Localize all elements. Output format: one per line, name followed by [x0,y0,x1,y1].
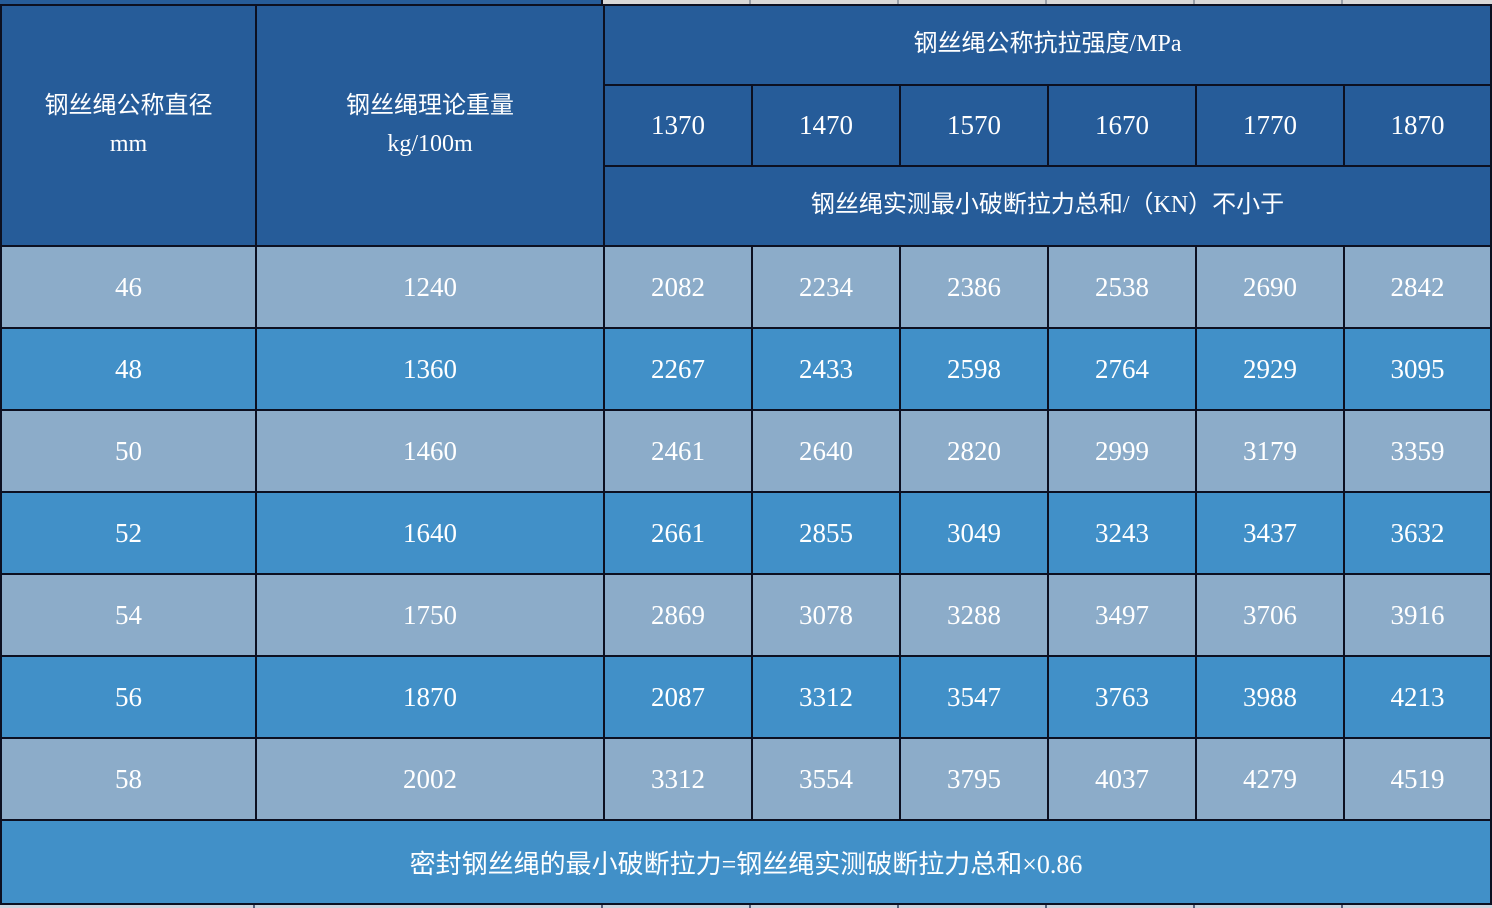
diameter-cell: 50 [0,409,257,493]
table-row: 46 1240 2082 2234 2386 2538 2690 2842 [0,245,1492,329]
column-tick [897,905,899,908]
column-tick [1193,905,1195,908]
force-cell: 2386 [899,245,1049,329]
column-tick [1193,0,1195,4]
table-row: 52 1640 2661 2855 3049 3243 3437 3632 [0,491,1492,575]
column-tick [601,905,603,908]
weight-cell: 2002 [255,737,605,821]
force-cell: 3632 [1343,491,1492,575]
weight-cell: 1870 [255,655,605,739]
header-grade-1370: 1370 [603,84,753,167]
force-cell: 4213 [1343,655,1492,739]
force-cell: 2929 [1195,327,1345,411]
weight-cell: 1750 [255,573,605,657]
force-cell: 2764 [1047,327,1197,411]
force-cell: 2661 [603,491,753,575]
force-cell: 2433 [751,327,901,411]
force-cell: 2082 [603,245,753,329]
force-cell: 2598 [899,327,1049,411]
header-weight-unit: kg/100m [387,130,473,157]
column-tick [1341,0,1343,4]
force-cell: 2461 [603,409,753,493]
weight-cell: 1460 [255,409,605,493]
force-cell: 3763 [1047,655,1197,739]
bottom-row-sliver [0,905,1492,908]
force-cell: 2869 [603,573,753,657]
force-cell: 2999 [1047,409,1197,493]
header-strength-title: 钢丝绳公称抗拉强度/MPa [603,4,1492,86]
header-diameter: 钢丝绳公称直径 mm [0,4,257,247]
force-cell: 2690 [1195,245,1345,329]
force-cell: 2538 [1047,245,1197,329]
header-weight-title: 钢丝绳理论重量 [346,93,514,120]
force-cell: 2820 [899,409,1049,493]
header-grade-1870: 1870 [1343,84,1492,167]
force-cell: 3312 [603,737,753,821]
force-cell: 4037 [1047,737,1197,821]
header-diameter-title: 钢丝绳公称直径 [44,93,213,120]
table-row: 58 2002 3312 3554 3795 4037 4279 4519 [0,737,1492,821]
diameter-cell: 48 [0,327,257,411]
table-row: 56 1870 2087 3312 3547 3763 3988 4213 [0,655,1492,739]
weight-cell: 1240 [255,245,605,329]
wire-rope-spec-table: 钢丝绳公称直径 mm 钢丝绳理论重量 kg/100m 钢丝绳公称抗拉强度/MPa… [0,4,1492,905]
force-cell: 3437 [1195,491,1345,575]
force-cell: 3706 [1195,573,1345,657]
column-tick [1341,905,1343,908]
force-cell: 4519 [1343,737,1492,821]
top-row-sliver [0,0,1492,4]
table-row: 54 1750 2869 3078 3288 3497 3706 3916 [0,573,1492,657]
force-cell: 3916 [1343,573,1492,657]
force-cell: 2087 [603,655,753,739]
table-row: 50 1460 2461 2640 2820 2999 3179 3359 [0,409,1492,493]
diameter-cell: 58 [0,737,257,821]
top-row-sliver-header-part [0,0,603,4]
footer-note-row: 密封钢丝绳的最小破断拉力=钢丝绳实测破断拉力总和×0.86 [0,819,1492,905]
force-cell: 3359 [1343,409,1492,493]
force-cell: 3497 [1047,573,1197,657]
column-tick [749,0,751,4]
force-cell: 3179 [1195,409,1345,493]
force-cell: 2640 [751,409,901,493]
column-tick [1045,905,1047,908]
weight-cell: 1360 [255,327,605,411]
force-cell: 2234 [751,245,901,329]
diameter-cell: 46 [0,245,257,329]
force-cell: 3554 [751,737,901,821]
diameter-cell: 54 [0,573,257,657]
column-tick [897,0,899,4]
column-tick [253,905,255,908]
header-grade-1670: 1670 [1047,84,1197,167]
force-cell: 3795 [899,737,1049,821]
header-breaking-force-title: 钢丝绳实测最小破断拉力总和/（KN）不小于 [603,165,1492,247]
header-grade-1470: 1470 [751,84,901,167]
force-cell: 3243 [1047,491,1197,575]
diameter-cell: 52 [0,491,257,575]
force-cell: 3988 [1195,655,1345,739]
force-cell: 4279 [1195,737,1345,821]
column-tick [749,905,751,908]
force-cell: 3049 [899,491,1049,575]
header-grade-1770: 1770 [1195,84,1345,167]
force-cell: 3095 [1343,327,1492,411]
diameter-cell: 56 [0,655,257,739]
force-cell: 3547 [899,655,1049,739]
force-cell: 3078 [751,573,901,657]
force-cell: 2842 [1343,245,1492,329]
force-cell: 2855 [751,491,901,575]
header-grade-1570: 1570 [899,84,1049,167]
force-cell: 2267 [603,327,753,411]
weight-cell: 1640 [255,491,605,575]
force-cell: 3288 [899,573,1049,657]
footer-note: 密封钢丝绳的最小破断拉力=钢丝绳实测破断拉力总和×0.86 [0,819,1492,905]
header-diameter-unit: mm [109,130,148,157]
force-cell: 3312 [751,655,901,739]
column-tick [1045,0,1047,4]
header-weight: 钢丝绳理论重量 kg/100m [255,4,605,247]
table-row: 48 1360 2267 2433 2598 2764 2929 3095 [0,327,1492,411]
